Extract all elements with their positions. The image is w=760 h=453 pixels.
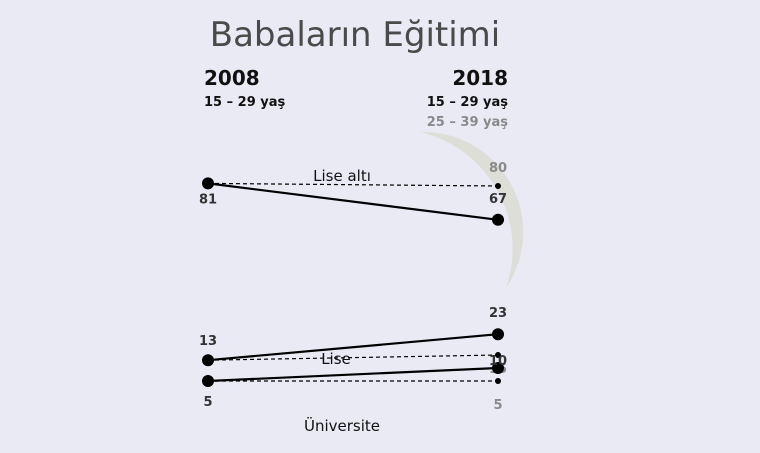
category-label-lise: Lise [321,350,351,368]
point-2008-lise [202,354,214,367]
dashed-point-lise [495,352,501,358]
point-2008-üniversite [202,375,214,387]
year-left: 2008 [204,66,260,90]
category-label-lise-altı: Lise altı [313,167,371,185]
chart-title: Babaların Eğitimi [210,15,501,55]
dashed-line-lise-altı [207,182,499,187]
solid-line-lise [207,333,499,362]
value-2018-lise: 23 [489,306,507,321]
age-left: 15 – 29 yaş [204,95,286,110]
value-2008-lise: 13 [199,334,217,349]
crescent-inner-watermark [420,131,524,288]
age-right-secondary: 25 – 39 yaş [427,115,509,130]
value-2018-alt-lise-altı: 80 [489,161,507,176]
year-right: 2018 [452,66,508,90]
age-right-primary: 15 – 29 yaş [427,95,509,110]
value-2008-lise-altı: 81 [199,192,217,207]
value-2008-üniversite: 5 [203,395,212,410]
value-2018-üniversite: 10 [489,354,507,369]
value-2018-alt-üniversite: 5 [493,398,502,413]
category-label-üniversite: Üniversite [304,416,380,435]
point-2018-üniversite [492,362,504,374]
dashed-point-lise-altı [495,183,501,189]
dashed-line-lise [207,354,499,361]
solid-line-üniversite [207,366,499,383]
value-2018-lise-altı: 67 [489,192,507,207]
point-2008-lise-altı [202,177,214,190]
point-2018-lise [492,328,504,341]
dashed-point-üniversite [495,378,501,384]
point-2018-lise-altı [492,213,504,226]
solid-line-lise-altı [207,182,499,221]
